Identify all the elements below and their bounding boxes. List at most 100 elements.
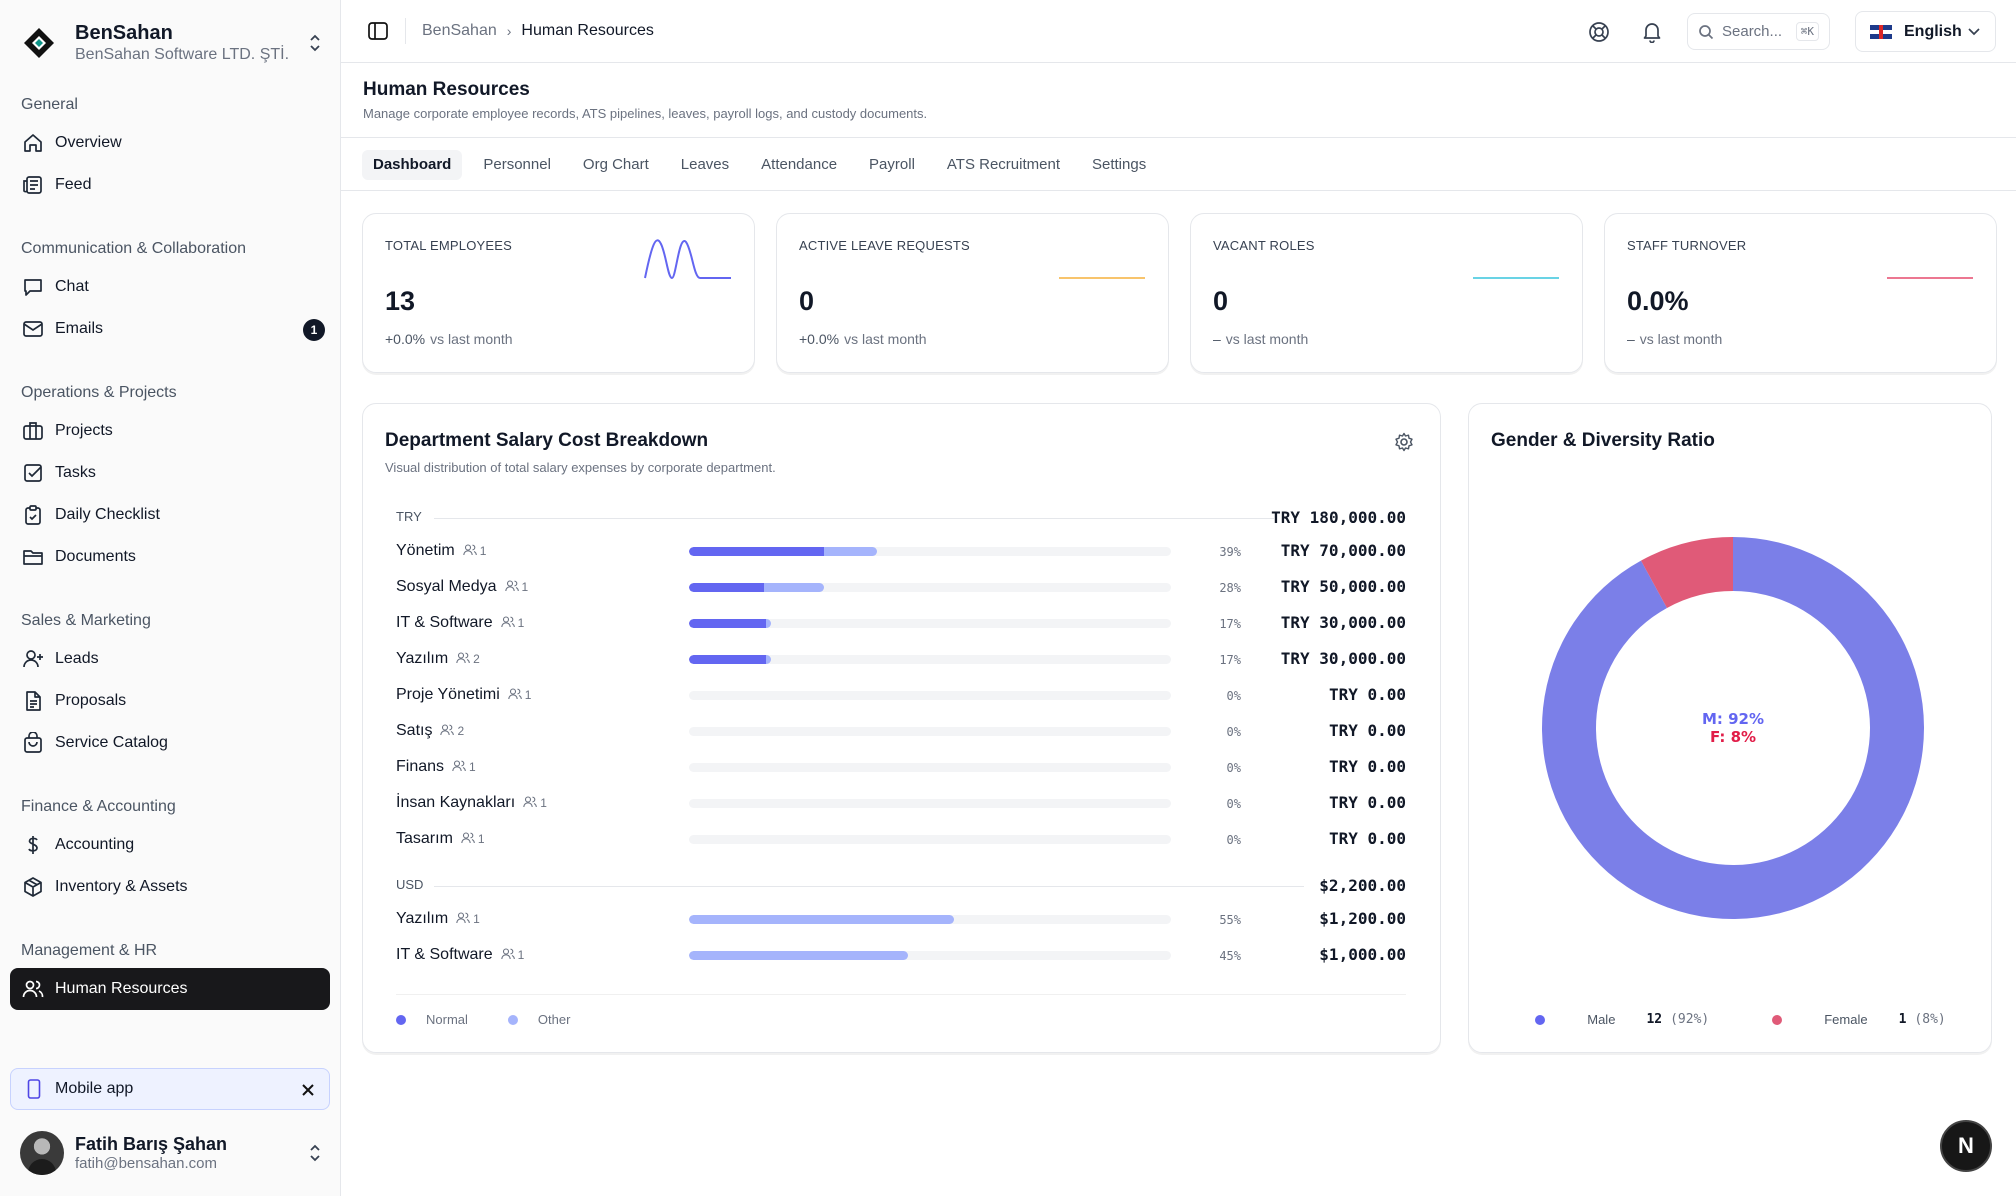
sidebar-item-human-resources[interactable]: Human Resources: [10, 968, 330, 1010]
department-name: Finans: [396, 758, 445, 775]
salary-percent: 0%: [1226, 797, 1241, 811]
sidebar-item-chat[interactable]: Chat: [10, 266, 330, 308]
search-input[interactable]: Search... ⌘K: [1687, 13, 1830, 50]
salary-bar-track: [689, 655, 1171, 664]
sidebar-item-proposals[interactable]: Proposals: [10, 680, 330, 722]
currency-label: USD: [396, 877, 424, 892]
tab-dashboard[interactable]: Dashboard: [362, 150, 463, 180]
sidebar-item-label: Proposals: [55, 692, 127, 709]
tab-attendance[interactable]: Attendance: [761, 156, 838, 173]
sparkline: [644, 239, 731, 280]
employee-count-value: 2: [473, 652, 480, 666]
salary-row[interactable]: İnsan Kaynakları 1 0% TRY 0.00: [396, 790, 1406, 816]
gear-icon[interactable]: [1394, 432, 1414, 452]
salary-row[interactable]: Yönetim 1 39% TRY 70,000.00: [396, 538, 1406, 564]
user-menu[interactable]: Fatih Barış Şahan fatih@bensahan.com: [20, 1130, 325, 1176]
sidebar-item-tasks[interactable]: Tasks: [10, 452, 330, 494]
sidebar-item-label: Service Catalog: [55, 734, 168, 751]
salary-row[interactable]: Yazılım 2 17% TRY 30,000.00: [396, 646, 1406, 672]
employee-count-value: 1: [469, 760, 476, 774]
chevron-right-icon: ›: [506, 23, 512, 39]
salary-row[interactable]: Proje Yönetimi 1 0% TRY 0.00: [396, 682, 1406, 708]
salary-row[interactable]: Tasarım 1 0% TRY 0.00: [396, 826, 1406, 852]
tab-ats-recruitment[interactable]: ATS Recruitment: [946, 156, 1060, 173]
users-icon: [508, 687, 525, 703]
sparkline: [1059, 277, 1145, 279]
nav-group-label: Operations & Projects: [21, 384, 177, 401]
donut-slice-female[interactable]: [1640, 537, 1733, 608]
sidebar-item-documents[interactable]: Documents: [10, 536, 330, 578]
sidebar-item-leads[interactable]: Leads: [10, 638, 330, 680]
users-icon: [461, 831, 478, 847]
brand-subtitle: BenSahan Software LTD. ŞTİ.: [75, 46, 290, 63]
workspace-switcher[interactable]: BenSahan BenSahan Software LTD. ŞTİ.: [20, 18, 325, 68]
breadcrumb-root[interactable]: BenSahan: [422, 22, 497, 39]
home-icon: [22, 132, 44, 154]
salary-bar-track: [689, 547, 1171, 556]
tab-leaves[interactable]: Leaves: [680, 156, 730, 173]
tab-org-chart[interactable]: Org Chart: [582, 156, 649, 173]
sidebar-toggle-icon[interactable]: [365, 20, 391, 42]
sidebar-item-feed[interactable]: Feed: [10, 164, 330, 206]
salary-bar-track: [689, 619, 1171, 628]
salary-percent: 0%: [1226, 761, 1241, 775]
salary-percent: 17%: [1219, 617, 1241, 631]
department-name: Tasarım: [396, 830, 453, 847]
sidebar-item-service-catalog[interactable]: Service Catalog: [10, 722, 330, 764]
stat-card-staff-turnover: STAFF TURNOVER 0.0% – vs last month: [1604, 213, 1997, 373]
legend-female: Female 1 (8%): [1751, 1012, 1946, 1027]
salary-bar-track: [689, 835, 1171, 844]
users-icon: [456, 651, 473, 667]
employee-count-value: 2: [457, 724, 465, 738]
tab-settings[interactable]: Settings: [1092, 156, 1147, 173]
support-icon[interactable]: [1587, 20, 1611, 44]
salary-row[interactable]: IT & Software 1 45% $1,000.00: [396, 942, 1406, 968]
tab-payroll[interactable]: Payroll: [869, 156, 915, 173]
salary-row[interactable]: Finans 1 0% TRY 0.00: [396, 754, 1406, 780]
package-icon: [22, 876, 44, 898]
avatar: [20, 1131, 64, 1175]
close-icon[interactable]: [297, 1079, 319, 1101]
sidebar-item-overview[interactable]: Overview: [10, 122, 330, 164]
sidebar-item-projects[interactable]: Projects: [10, 410, 330, 452]
smartphone-icon: [25, 1079, 43, 1099]
salary-row[interactable]: Satış 2 0% TRY 0.00: [396, 718, 1406, 744]
brand-name: BenSahan: [75, 22, 173, 44]
breadcrumb-current: Human Resources: [521, 22, 654, 39]
user-email: fatih@bensahan.com: [75, 1155, 217, 1172]
stat-delta-suffix: vs last month: [430, 331, 513, 347]
chevron-up-down-icon: [305, 31, 325, 55]
tab-personnel[interactable]: Personnel: [483, 156, 551, 173]
salary-percent: 39%: [1219, 545, 1241, 559]
mobile-app-banner[interactable]: Mobile app: [10, 1068, 330, 1110]
employee-count-value: 1: [477, 832, 485, 846]
employee-count-value: 1: [517, 616, 525, 630]
sidebar-item-label: Leads: [55, 650, 99, 667]
assistant-fab-button[interactable]: N: [1940, 1120, 1992, 1172]
salary-row[interactable]: Sosyal Medya 1 28% TRY 50,000.00: [396, 574, 1406, 600]
employee-count: 2: [440, 723, 465, 739]
language-select[interactable]: English: [1855, 11, 1996, 52]
sidebar-item-accounting[interactable]: Accounting: [10, 824, 330, 866]
bell-icon[interactable]: [1640, 20, 1664, 44]
card-subtitle: Visual distribution of total salary expe…: [385, 460, 776, 475]
main-content: BenSahan › Human Resources Search... ⌘K …: [341, 0, 2016, 1196]
salary-bar-track: [689, 915, 1171, 924]
employee-count: 1: [504, 579, 528, 595]
department-name: Proje Yönetimi: [396, 686, 500, 703]
sidebar-item-daily-checklist[interactable]: Daily Checklist: [10, 494, 330, 536]
sidebar-item-emails[interactable]: Emails 1: [10, 308, 330, 350]
salary-bar-track: [689, 799, 1171, 808]
stat-value: 0: [1213, 286, 1229, 316]
salary-row[interactable]: IT & Software 1 17% TRY 30,000.00: [396, 610, 1406, 636]
employee-count: 1: [452, 759, 476, 775]
sidebar-item-inventory-assets[interactable]: Inventory & Assets: [10, 866, 330, 908]
salary-bar-other: [766, 619, 771, 628]
salary-amount: TRY 50,000.00: [1280, 577, 1406, 596]
salary-amount: TRY 0.00: [1328, 685, 1406, 704]
salary-row[interactable]: Yazılım 1 55% $1,200.00: [396, 906, 1406, 932]
sidebar-item-label: Chat: [55, 278, 89, 295]
search-shortcut: ⌘K: [1795, 22, 1819, 41]
gender-ratio-card: Gender & Diversity Ratio M: 92% F: 8% Ma…: [1468, 403, 1992, 1053]
unread-badge: 1: [303, 319, 325, 341]
